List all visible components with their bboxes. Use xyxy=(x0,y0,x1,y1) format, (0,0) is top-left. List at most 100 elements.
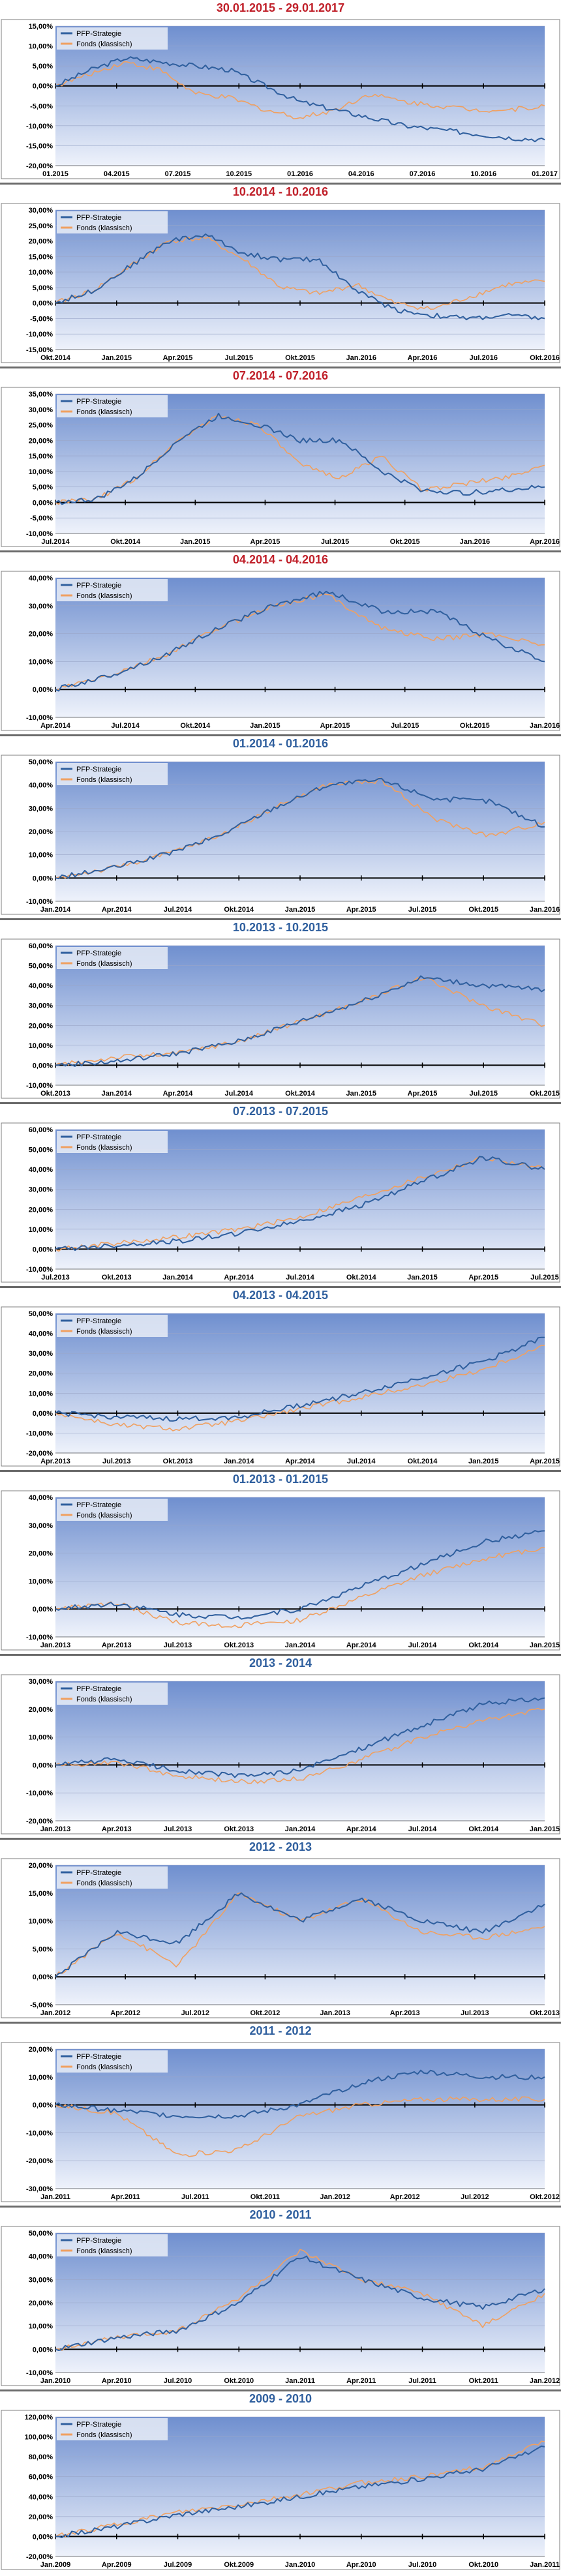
x-tick-label: Jul.2009 xyxy=(164,2561,192,2569)
line-chart: 120,00% 100,00% 80,00% 60,00% 40,00% 20,00% 0,… xyxy=(1,2410,560,2570)
x-tick-label: Jul.2015 xyxy=(530,1274,558,1281)
x-tick-label: Apr.2014 xyxy=(346,1825,377,1833)
legend-label-strategy: PFP-Strategie xyxy=(76,766,121,773)
x-tick-label: Jan.2015 xyxy=(180,538,210,546)
panel-divider xyxy=(0,550,561,552)
y-tick-label: -10,00% xyxy=(26,2129,53,2137)
x-tick-label: Apr.2009 xyxy=(102,2561,132,2569)
x-tick-label: Apr.2010 xyxy=(102,2377,132,2385)
legend-label-strategy: PFP-Strategie xyxy=(76,1501,121,1509)
chart-panel: 2013 - 2014 30,00% 20,00% 10,00% 0,00% -10,00… xyxy=(0,1655,561,1839)
legend-label-fund: Fonds (klassisch) xyxy=(76,2431,132,2439)
y-tick-label: 0,00% xyxy=(33,2533,53,2541)
x-tick-label: Apr.2015 xyxy=(468,1274,498,1281)
series-line-strategy xyxy=(55,1530,545,1620)
y-tick-label: 0,00% xyxy=(33,875,53,882)
line-chart: 15,00% 10,00% 5,00% 0,00% -5,00% -10,00% -15,0… xyxy=(1,19,560,179)
x-tick-label: 01.2015 xyxy=(42,170,68,178)
y-tick-label: 10,00% xyxy=(29,852,53,860)
x-tick-label: Okt.2014 xyxy=(346,1274,377,1281)
chart-panel: 07.2013 - 07.2015 60,00% 50,00% 40,00% 30,00… xyxy=(0,1103,561,1287)
x-tick-label: Jan.2016 xyxy=(530,906,560,914)
panel-divider xyxy=(0,1470,561,1472)
legend-box xyxy=(57,1499,168,1521)
chart-panel: 10.2013 - 10.2015 60,00% 50,00% 40,00% 30,00… xyxy=(0,920,561,1103)
x-tick-label: Jan.2014 xyxy=(224,1458,254,1465)
x-tick-label: Jul.2013 xyxy=(461,2009,489,2017)
y-tick-label: -15,00% xyxy=(26,142,53,150)
legend-label-strategy: PFP-Strategie xyxy=(76,2053,121,2061)
x-tick-label: Jan.2014 xyxy=(162,1274,193,1281)
y-tick-label: -20,00% xyxy=(26,162,53,170)
line-chart: 35,00% 30,00% 25,00% 20,00% 15,00% 10,00% 5,00… xyxy=(1,387,560,547)
series-line-strategy xyxy=(55,777,545,880)
x-tick-label: Okt.2014 xyxy=(408,1458,438,1465)
x-tick-label: Jul.2012 xyxy=(181,2009,209,2017)
x-tick-label: Jan.2013 xyxy=(40,1825,70,1833)
series-line-strategy xyxy=(55,1336,545,1422)
x-tick-label: Apr.2014 xyxy=(346,1641,377,1649)
x-tick-label: Jan.2010 xyxy=(40,2377,70,2385)
y-tick-label: 60,00% xyxy=(29,1126,53,1134)
y-tick-label: 10,00% xyxy=(29,468,53,476)
y-tick-label: 15,00% xyxy=(29,253,53,261)
line-chart: 50,00% 40,00% 30,00% 20,00% 10,00% 0,00% -10,0… xyxy=(1,755,560,915)
x-tick-label: Apr.2014 xyxy=(40,722,71,730)
y-tick-label: 40,00% xyxy=(29,1166,53,1174)
series-line-fund xyxy=(55,1547,545,1628)
y-tick-label: 10,00% xyxy=(29,269,53,277)
y-tick-label: 0,00% xyxy=(33,1062,53,1070)
y-tick-label: -10,00% xyxy=(26,1266,53,1274)
x-tick-label: Jul.2013 xyxy=(41,1274,69,1281)
legend-label-strategy: PFP-Strategie xyxy=(76,2237,121,2245)
x-tick-label: Jan.2011 xyxy=(530,2561,560,2569)
y-tick-label: 80,00% xyxy=(29,2453,53,2461)
y-tick-label: 0,00% xyxy=(33,1606,53,1613)
y-tick-label: -10,00% xyxy=(26,714,53,722)
x-tick-label: Jan.2015 xyxy=(102,354,132,362)
chart-title: 2009 - 2010 xyxy=(249,2392,312,2405)
y-tick-label: 50,00% xyxy=(29,758,53,766)
x-tick-label: 10.2015 xyxy=(226,170,252,178)
y-tick-label: -15,00% xyxy=(26,346,53,354)
chart-panel: 30.01.2015 - 29.01.2017 15,00% 10,00% 5,00%… xyxy=(0,0,561,184)
x-tick-label: Jan.2015 xyxy=(250,722,280,730)
x-tick-label: Apr.2010 xyxy=(346,2561,376,2569)
chart-panel: 04.2014 - 04.2016 40,00% 30,00% 20,00% 10,00… xyxy=(0,552,561,736)
y-tick-label: 15,00% xyxy=(29,453,53,460)
panel-divider xyxy=(0,2206,561,2208)
x-tick-label: Jan.2016 xyxy=(346,354,376,362)
x-tick-label: Jul.2010 xyxy=(408,2561,436,2569)
chart-title: 01.2014 - 01.2016 xyxy=(232,737,329,750)
y-tick-label: 0,00% xyxy=(33,1246,53,1253)
x-tick-label: Okt.2012 xyxy=(250,2009,280,2017)
x-tick-label: Jan.2014 xyxy=(102,1090,132,1098)
chart-title: 01.2013 - 01.2015 xyxy=(232,1473,329,1486)
line-chart: 60,00% 50,00% 40,00% 30,00% 20,00% 10,00% 0,00… xyxy=(1,938,560,1099)
y-tick-label: 40,00% xyxy=(29,982,53,990)
y-tick-label: 30,00% xyxy=(29,603,53,610)
chart-title: 2010 - 2011 xyxy=(249,2208,312,2221)
x-tick-label: Jul.2015 xyxy=(321,538,349,546)
y-tick-label: 20,00% xyxy=(29,1706,53,1714)
x-tick-label: Apr.2014 xyxy=(224,1274,254,1281)
y-tick-label: 40,00% xyxy=(29,1494,53,1502)
line-chart: 40,00%30,00%20,00%10,00%0,00%-10,00%Apr.… xyxy=(1,571,560,731)
x-tick-label: Jan.2009 xyxy=(40,2561,70,2569)
x-tick-label: Jul.2014 xyxy=(111,722,140,730)
x-tick-label: 04.2015 xyxy=(104,170,130,178)
y-tick-label: 20,00% xyxy=(29,2046,53,2054)
legend: PFP-Strategie Fonds (klassisch) xyxy=(57,2234,168,2256)
y-tick-label: 30,00% xyxy=(29,1002,53,1010)
y-tick-label: 120,00% xyxy=(25,2414,53,2421)
x-tick-label: Jul.2014 xyxy=(286,1274,314,1281)
x-tick-label: Jan.2015 xyxy=(468,1458,498,1465)
legend-label-strategy: PFP-Strategie xyxy=(76,1317,121,1325)
y-tick-label: -20,00% xyxy=(26,1450,53,1458)
series-line-strategy xyxy=(55,412,545,505)
y-tick-label: 40,00% xyxy=(29,2253,53,2261)
chart-panel: 2012 - 2013 20,00% 15,00% 10,00% 5,00% 0,00% -… xyxy=(0,1839,561,2023)
x-tick-label: Okt.2010 xyxy=(468,2561,498,2569)
series-line-strategy xyxy=(55,1156,545,1251)
